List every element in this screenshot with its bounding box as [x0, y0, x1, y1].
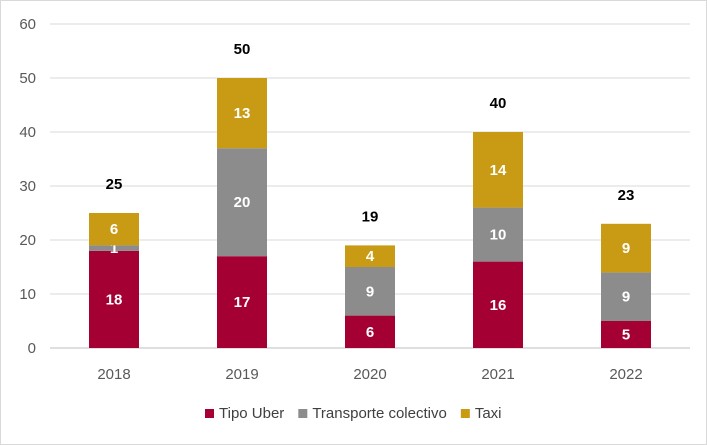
bar-segment	[217, 148, 267, 257]
y-tick-label: 50	[19, 70, 36, 87]
y-tick-label: 10	[19, 286, 36, 303]
legend-swatch	[298, 409, 308, 418]
legend: Tipo Uber Transporte colectivo Taxi	[205, 405, 502, 422]
bar-segment	[473, 261, 523, 348]
y-tick-label: 40	[19, 124, 36, 141]
data-label: 5	[622, 327, 630, 344]
x-tick-label: 2019	[225, 366, 258, 383]
data-label: 20	[234, 194, 251, 211]
bar-segment	[473, 132, 523, 208]
data-label: 6	[110, 221, 118, 238]
total-label: 40	[490, 95, 507, 112]
legend-item: Transporte colectivo	[298, 405, 447, 422]
data-label: 10	[490, 227, 507, 244]
bar-segment	[217, 256, 267, 348]
y-tick-label: 20	[19, 232, 36, 249]
y-tick-label: 60	[19, 16, 36, 33]
data-label: 4	[366, 248, 375, 265]
bar-segment	[345, 267, 395, 316]
bar-segment	[217, 78, 267, 149]
x-tick-label: 2021	[481, 366, 514, 383]
bar-segment	[345, 245, 395, 267]
data-label: 9	[366, 283, 374, 300]
gridlines	[50, 23, 690, 349]
legend-group: Tipo Uber Transporte colectivo Taxi	[205, 405, 502, 422]
bar-segment	[89, 250, 139, 348]
x-tick-label: 2018	[97, 366, 130, 383]
legend-item: Tipo Uber	[205, 405, 284, 422]
data-label: 14	[490, 162, 507, 179]
bar-segment	[345, 315, 395, 348]
y-axis: 0 10 20 30 40 50 60	[19, 16, 36, 357]
data-label: 18	[106, 291, 123, 308]
bar-segment	[601, 321, 651, 348]
data-label: 6	[366, 324, 374, 341]
data-label: 9	[622, 289, 630, 306]
legend-swatch	[460, 409, 470, 418]
y-tick-label: 0	[28, 340, 36, 357]
bar-segment	[601, 223, 651, 273]
bar-segment	[89, 245, 139, 251]
legend-label: Taxi	[475, 405, 502, 422]
total-label: 25	[106, 176, 123, 193]
y-tick-label: 30	[19, 178, 36, 195]
total-label: 23	[618, 187, 635, 204]
x-axis: 2018 2019 2020 2021 2022	[97, 366, 642, 383]
x-tick-label: 2020	[353, 366, 386, 383]
total-label: 19	[362, 208, 379, 225]
data-label: 16	[490, 297, 507, 314]
bar-segment	[601, 272, 651, 321]
data-label: 9	[622, 240, 630, 257]
legend-label: Tipo Uber	[219, 405, 284, 422]
data-label: 17	[234, 294, 251, 311]
bar-segment	[89, 213, 139, 246]
total-label: 50	[234, 41, 251, 58]
legend-swatch	[205, 409, 214, 418]
bar-segment	[473, 207, 523, 262]
legend-item: Taxi	[460, 405, 502, 422]
data-label: 13	[234, 105, 251, 122]
legend-label: Transporte colectivo	[312, 405, 447, 422]
x-tick-label: 2022	[609, 366, 642, 383]
data-label: 1	[110, 240, 118, 257]
